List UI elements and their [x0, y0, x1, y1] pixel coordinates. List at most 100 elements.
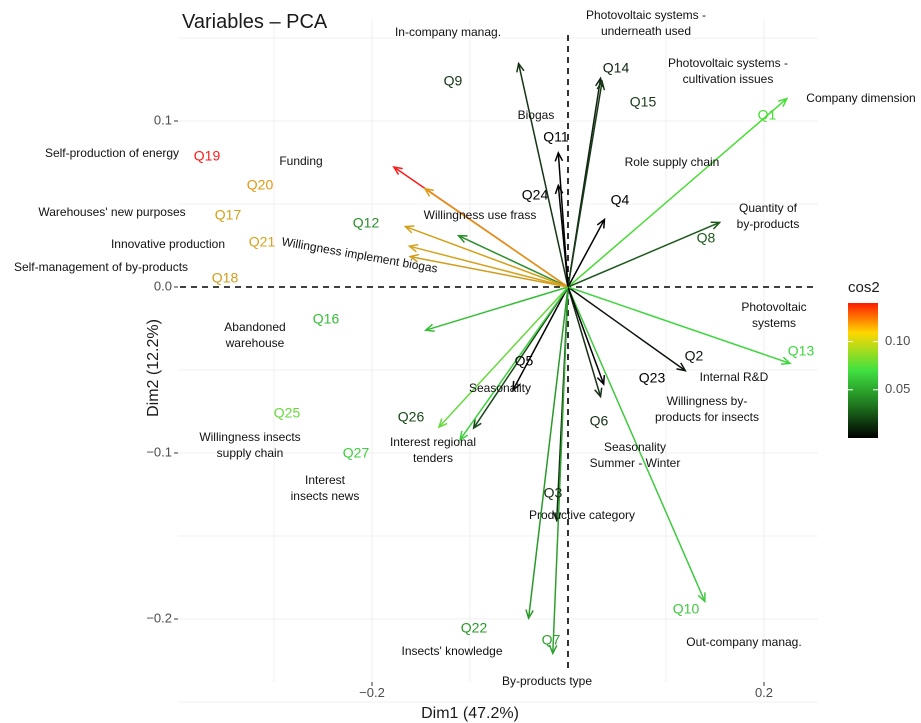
variable-label-q24: Q24: [522, 187, 549, 203]
annotation-texts: In-company manag. Photovoltaic systems -u…: [14, 8, 916, 688]
annotation-8: Funding: [279, 154, 322, 168]
legend-colorbar: [848, 303, 878, 438]
variable-label-q2: Q2: [685, 348, 704, 364]
arrowhead-q26: [472, 419, 482, 430]
annotation-20: Willingness insects supply chain: [199, 430, 300, 460]
variable-label-q8: Q8: [697, 230, 716, 246]
annotation-14: Self-management of by-products: [14, 260, 188, 274]
annotation-24: Productive category: [529, 508, 635, 522]
arrowhead-q5: [512, 380, 521, 392]
arrowhead-q15: [596, 79, 606, 91]
variable-label-q5: Q5: [515, 353, 534, 369]
arrow-q20: [424, 188, 569, 288]
variable-label-q22: Q22: [461, 620, 488, 636]
arrowhead-q13: [780, 356, 792, 365]
annotation-4: Company dimension: [806, 91, 915, 105]
variable-arrows: [392, 61, 792, 656]
annotation-19: Willingness by-products for insects: [655, 394, 759, 424]
variable-label-q17: Q17: [215, 207, 242, 223]
annotation-17: Seasonality: [469, 381, 531, 395]
annotation-9: Warehouses' new purposes: [38, 205, 185, 219]
arrow-q25: [438, 286, 569, 428]
legend-title: cos2: [848, 279, 880, 296]
variable-label-q26: Q26: [398, 409, 425, 425]
arrowhead-q27: [459, 430, 469, 442]
arrow-q15: [567, 81, 603, 288]
arrowhead-q23: [596, 375, 606, 386]
y-tick-label: −0.2: [146, 610, 172, 625]
panel-background: [178, 20, 818, 682]
arrowhead-q22: [525, 609, 534, 620]
annotation-12: Innovative production: [111, 237, 225, 251]
arrow-q16: [425, 286, 569, 331]
arrowhead-q9: [516, 61, 525, 73]
arrowhead-q25: [437, 418, 448, 429]
arrowhead-q1: [777, 97, 789, 108]
variable-label-q27: Q27: [343, 445, 370, 461]
annotation-26: Out-company manag.: [686, 635, 801, 649]
arrow-q10: [567, 286, 706, 602]
variable-label-q16: Q16: [313, 311, 340, 327]
arrowhead-q19: [392, 165, 403, 176]
legend-tick-label: 0.05: [885, 381, 910, 396]
variable-label-q7: Q7: [542, 632, 561, 648]
variable-label-q25: Q25: [274, 405, 301, 421]
variable-label-q15: Q15: [630, 94, 657, 110]
variable-label-q11: Q11: [543, 129, 569, 145]
annotation-5: Biogas: [518, 108, 555, 122]
arrow-q6: [567, 286, 602, 397]
y-tick-label: −0.1: [146, 444, 172, 459]
variable-label-q10: Q10: [673, 601, 700, 617]
arrow-q4: [567, 219, 606, 288]
annotation-16: Abandoned warehouse: [224, 320, 285, 350]
annotation-7: Self-production of energy: [45, 146, 179, 160]
variable-label-q6: Q6: [590, 413, 609, 429]
x-axis-title: Dim1 (47.2%): [421, 705, 519, 722]
arrowhead-q6: [594, 387, 603, 399]
arrowhead-q3: [552, 511, 562, 523]
variable-label-q3: Q3: [544, 485, 563, 501]
grid-lines: [178, 20, 818, 703]
variable-labels: Q1 Q2 Q3 Q4 Q5 Q6 Q7 Q8 Q9 Q10 Q11 Q12 Q13 Q14 Q15 Q16 Q…: [194, 60, 815, 648]
y-tick-label: 0.0: [154, 278, 172, 293]
arrowhead-q12: [456, 234, 468, 244]
arrow-q23: [567, 286, 605, 385]
legend-ticks: 0.05 0.10: [848, 333, 910, 396]
arrowhead-q18: [408, 253, 420, 263]
variable-label-q9: Q9: [444, 73, 463, 89]
annotation-1: In-company manag.: [395, 25, 501, 39]
arrow-q12: [458, 235, 569, 288]
arrowhead-q2: [676, 362, 687, 372]
annotation-6: Role supply chain: [625, 155, 720, 169]
arrowhead-q11: [554, 151, 564, 162]
arrow-q9: [517, 63, 569, 288]
annotation-11: Quantity of by-products: [737, 201, 800, 231]
annotation-10: Willingness use frass: [424, 208, 537, 222]
x-tick-label: 0.2: [755, 685, 773, 700]
arrow-q13: [567, 286, 791, 365]
variable-label-q1: Q1: [758, 107, 777, 123]
arrowhead-q20: [423, 187, 434, 197]
arrow-q1: [567, 98, 788, 288]
annotation-15: Photovoltaic systems: [741, 300, 806, 330]
annotation-25: Insects' knowledge: [401, 644, 502, 658]
variable-label-q4: Q4: [611, 192, 630, 208]
arrow-q7: [552, 286, 569, 654]
arrow-q2: [567, 286, 686, 372]
annotation-22: Seasonality Summer - Winter: [590, 440, 681, 470]
zero-reference-lines: [180, 35, 818, 668]
variable-label-q13: Q13: [788, 343, 815, 359]
arrow-q17: [405, 225, 569, 288]
arrowhead-q24: [554, 183, 564, 195]
arrowhead-q10: [697, 592, 706, 604]
arrowhead-q7: [548, 644, 558, 656]
arrow-q18: [409, 255, 569, 288]
arrowhead-q21: [407, 243, 419, 253]
axis-ticks: −0.2 0.2 −0.2 −0.1 0.0 0.1: [146, 112, 773, 700]
variable-label-q12: Q12: [353, 215, 380, 231]
y-tick-label: 0.1: [154, 112, 172, 127]
annotation-21: Interest regional tenders: [390, 435, 476, 465]
cos2-legend: cos2 0.05 0.10: [848, 279, 910, 438]
arrow-q24: [557, 185, 569, 288]
